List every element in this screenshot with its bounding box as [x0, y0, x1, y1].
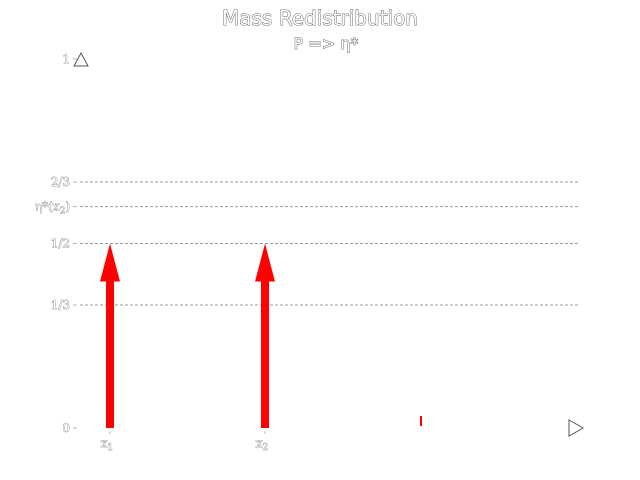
y-tick-label: 1/3	[51, 298, 70, 312]
y-tick-label: 1/2	[51, 237, 70, 251]
chart-title: Mass Redistribution	[222, 6, 418, 30]
y-axis-arrowhead	[73, 51, 89, 67]
y-tick-label: η*(x2)	[35, 200, 70, 217]
x-axis: x1 x2	[100, 416, 585, 453]
arrow-head-x1	[100, 243, 120, 282]
arrow-head-x2	[255, 243, 275, 282]
chart-subtitle: P => η*	[294, 34, 359, 53]
arrow-series	[100, 243, 275, 428]
y-tick-label: 1	[62, 52, 70, 66]
guide-lines	[80, 181, 578, 306]
x-axis-arrowhead	[568, 419, 585, 437]
y-tick-label: 2/3	[51, 175, 70, 189]
y-tick-label: 0	[62, 421, 70, 435]
x-tick-label: x2	[256, 436, 269, 453]
x-tick-label: x1	[101, 436, 114, 453]
